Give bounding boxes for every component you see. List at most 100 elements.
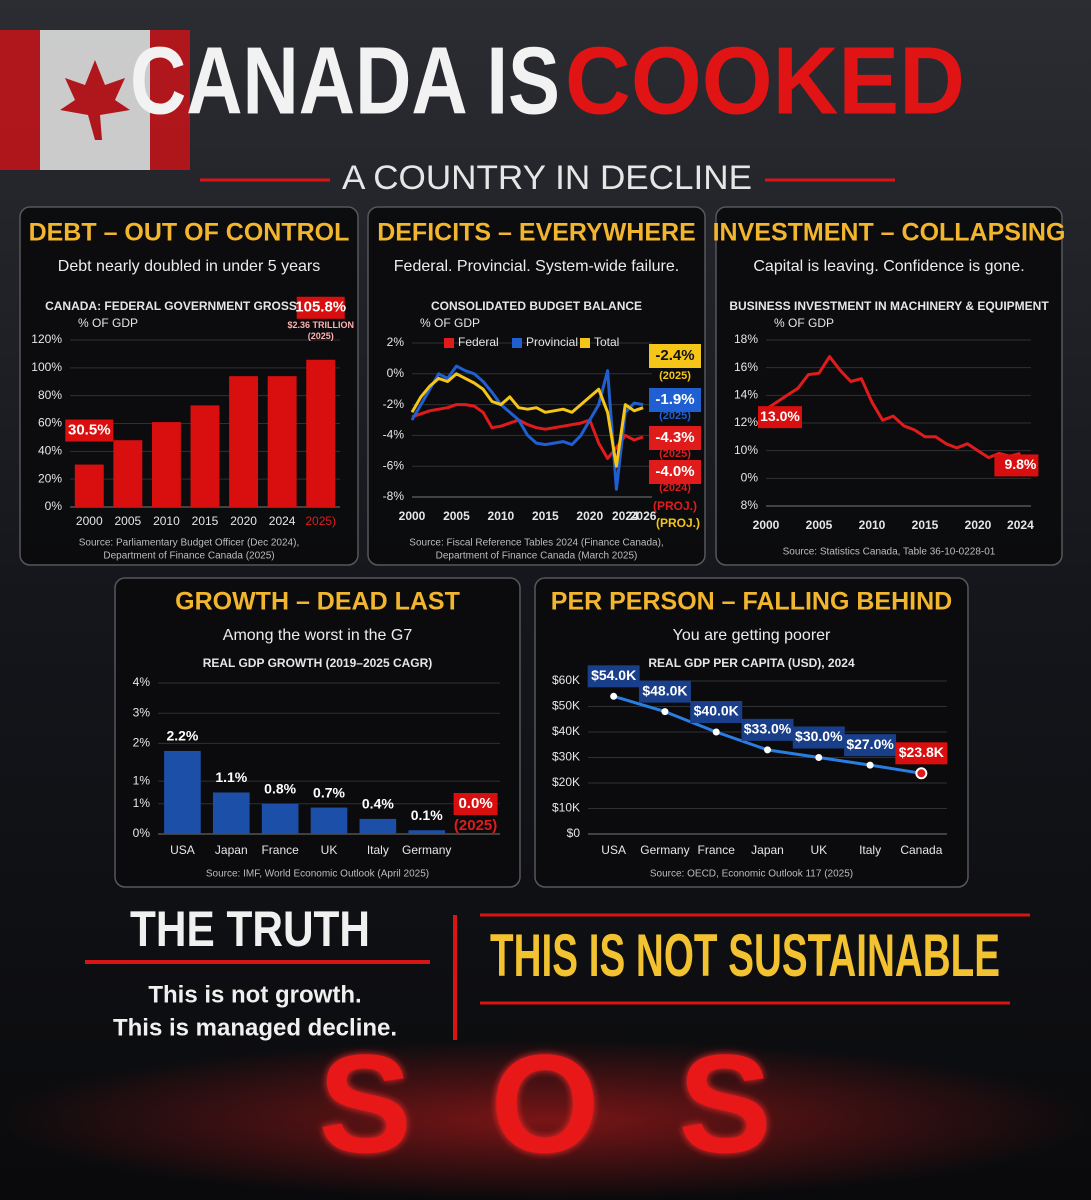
y-tick-label: 8% — [741, 498, 759, 512]
source: Source: Parliamentary Budget Officer (De… — [79, 538, 299, 549]
value-label: $27.0% — [846, 736, 894, 752]
source: Source: Statistics Canada, Table 36-10-0… — [783, 547, 996, 558]
value-label-box — [994, 454, 1039, 477]
value-label: 105.8% — [295, 299, 346, 316]
value-label: $23.8K — [899, 744, 944, 760]
x-tick-label: Italy — [367, 843, 389, 857]
value-label-box — [792, 726, 845, 749]
callout: -1.9% — [655, 391, 694, 408]
y-tick-label: $20K — [552, 775, 580, 789]
point — [712, 728, 720, 736]
panel-subtitle: Federal. Provincial. System-wide failure… — [394, 258, 679, 275]
x-tick-label: 2000 — [753, 518, 780, 532]
panel-title: INVESTMENT – COLLAPSING — [713, 219, 1066, 247]
panel-title: DEBT – OUT OF CONTROL — [29, 219, 350, 247]
value-label: 0.0% — [458, 795, 492, 812]
x-tick-label: 2026 — [630, 509, 657, 523]
y-tick-label: $30K — [552, 750, 580, 764]
y-tick-label: 20% — [38, 471, 62, 485]
truth-line: This is managed decline. — [113, 1014, 397, 1041]
x-tick-label: France — [698, 843, 736, 857]
x-tick-label: 2010 — [153, 514, 180, 528]
panel-subtitle: Debt nearly doubled in under 5 years — [58, 258, 320, 275]
bar — [261, 803, 299, 834]
bar — [306, 359, 336, 507]
y-tick-label: 3% — [133, 705, 151, 719]
sos-letter: S — [678, 1025, 771, 1182]
x-tick-label: 2005 — [806, 518, 833, 532]
bar — [212, 792, 250, 834]
x-tick-label: 2010 — [488, 509, 515, 523]
bar — [310, 807, 348, 834]
value-label: 30.5% — [68, 422, 111, 439]
bar — [229, 376, 259, 507]
callout-sub: (2024) — [659, 482, 691, 494]
bar — [164, 750, 201, 834]
callout-box — [649, 460, 701, 484]
y-tick-label: 4% — [133, 675, 151, 689]
x-tick-label: 2005 — [115, 514, 142, 528]
callout-box — [649, 388, 701, 412]
annotation: (2025) — [454, 817, 497, 834]
sos-glow: S — [678, 1025, 771, 1182]
y-tick-label: 60% — [38, 416, 62, 430]
bar — [408, 830, 446, 834]
x-tick-label: Japan — [751, 843, 784, 857]
banner: THIS IS NOT SUSTAINABLE — [490, 922, 1000, 989]
callout-sub: (2025) — [659, 410, 691, 422]
sos-glow: O — [491, 1025, 600, 1182]
truth-line: This is not growth. — [148, 981, 361, 1008]
x-tick-label: 2020 — [965, 518, 992, 532]
y-tick-label: $0 — [567, 826, 581, 840]
panel — [367, 206, 706, 566]
x-tick-label: 2020 — [230, 514, 257, 528]
point — [661, 708, 669, 716]
chart-title: BUSINESS INVESTMENT IN MACHINERY & EQUIP… — [729, 299, 1049, 313]
x-tick-label: 2015 — [532, 509, 559, 523]
x-tick-label: 2010 — [859, 518, 886, 532]
panel-subtitle: You are getting poorer — [673, 627, 831, 644]
value-label: 0.4% — [362, 796, 394, 812]
y-axis-label: % OF GDP — [420, 316, 480, 330]
x-tick-label: UK — [810, 843, 827, 857]
callout-sub: (2025) — [659, 448, 691, 460]
y-tick-label: 80% — [38, 388, 62, 402]
x-tick-label: Japan — [215, 843, 248, 857]
y-tick-label: $60K — [552, 673, 580, 687]
title-white: CANADA IS — [130, 27, 560, 134]
legend-label: Federal — [458, 335, 499, 349]
y-tick-label: 16% — [734, 360, 758, 374]
callout-sub: (2025) — [659, 370, 691, 382]
x-tick-label: 2000 — [399, 509, 426, 523]
bar — [113, 440, 143, 507]
annotation: $2.36 TRILLION — [287, 320, 354, 330]
y-axis-label: % OF GDP — [78, 316, 138, 330]
chart-title: CONSOLIDATED BUDGET BALANCE — [431, 299, 642, 313]
value-label: 13.0% — [760, 408, 800, 424]
charts: DEBT – OUT OF CONTROL Debt nearly doubled… — [19, 206, 1066, 888]
sos-letter: S — [318, 1025, 411, 1182]
line — [410, 364, 644, 491]
line — [765, 355, 1021, 460]
y-tick-label: 10% — [734, 443, 758, 457]
x-note: (PROJ.) — [656, 516, 700, 530]
point — [915, 767, 928, 780]
x-tick-label: Canada — [900, 843, 942, 857]
y-tick-label: -2% — [383, 397, 405, 411]
y-tick-label: 2% — [387, 335, 405, 349]
x-tick-label: USA — [170, 843, 195, 857]
title-red: COOKED — [565, 27, 965, 134]
y-tick-label: $50K — [552, 699, 580, 713]
chart-title: REAL GDP PER CAPITA (USD), 2024 — [648, 656, 855, 670]
y-tick-label: -8% — [383, 489, 405, 503]
source: Department of Finance Canada (March 2025… — [436, 551, 638, 562]
panel-title: PER PERSON – FALLING BEHIND — [551, 588, 952, 616]
legend-label: Provincial — [526, 335, 578, 349]
x-tick-label: 2000 — [76, 514, 103, 528]
callout: -4.0% — [655, 463, 694, 480]
y-tick-label: 14% — [734, 388, 758, 402]
x-tick-label: 2020 — [576, 509, 603, 523]
value-label: 9.8% — [1004, 456, 1036, 472]
source: Source: IMF, World Economic Outlook (Apr… — [206, 869, 429, 880]
